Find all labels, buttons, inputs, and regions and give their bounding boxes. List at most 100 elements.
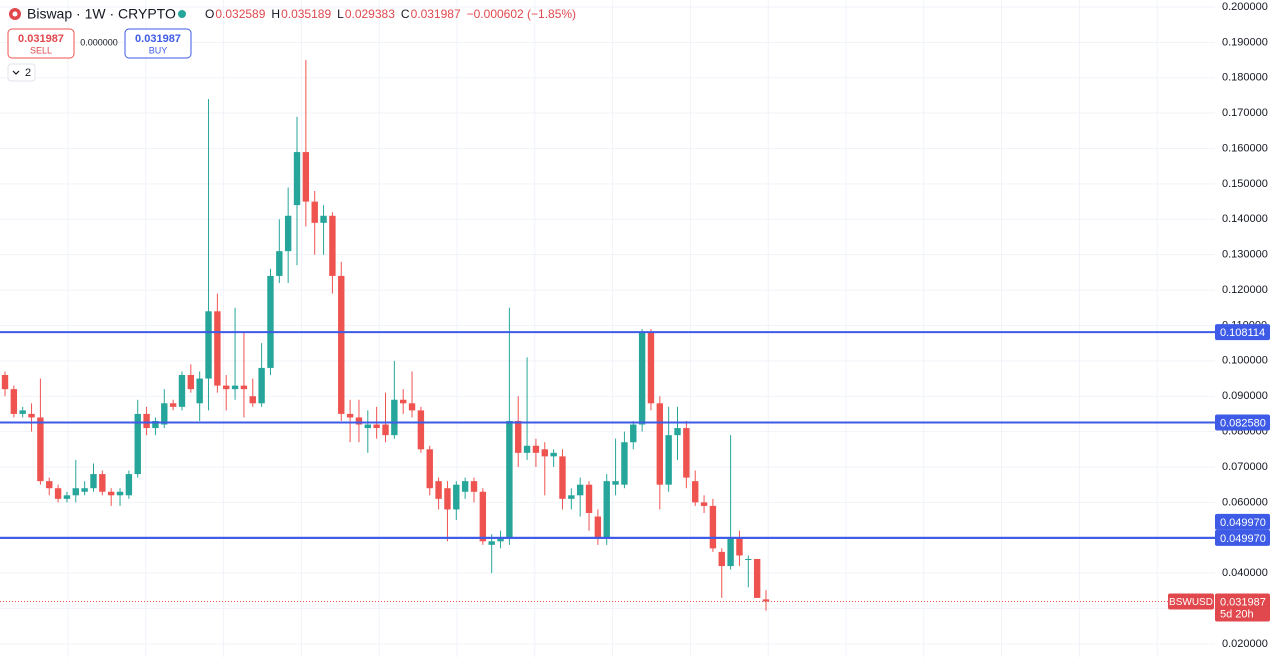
candle-body xyxy=(408,403,416,411)
candle-body xyxy=(665,435,672,485)
candle-body xyxy=(391,399,398,436)
candle-body xyxy=(444,488,451,510)
y-tick-label: 0.190000 xyxy=(1222,36,1268,48)
candle-body xyxy=(125,474,133,496)
candle-body xyxy=(152,420,159,429)
candle-body xyxy=(453,484,460,510)
candle-body xyxy=(603,481,610,538)
candle-body xyxy=(559,456,566,499)
ohlc-value: 0.031987 xyxy=(411,7,461,21)
candle-body xyxy=(46,481,53,489)
candle-body xyxy=(373,424,380,429)
ohlc-value: 0.035189 xyxy=(281,7,331,21)
y-tick-label: 0.150000 xyxy=(1222,178,1268,190)
candle-body xyxy=(700,502,708,506)
ohlc-key: O xyxy=(205,7,214,21)
candle-body xyxy=(718,551,725,567)
candle-body xyxy=(63,495,71,499)
candle-body xyxy=(683,428,690,478)
candle-body xyxy=(638,332,646,425)
indicators-toggle[interactable] xyxy=(7,63,36,82)
ohlc-key: C xyxy=(401,7,410,21)
candle-body xyxy=(647,332,655,404)
candle-body xyxy=(161,403,168,425)
candle-body xyxy=(143,413,150,429)
candle-body xyxy=(727,537,734,567)
y-tick-label: 0.070000 xyxy=(1222,461,1268,473)
market-status[interactable] xyxy=(178,10,186,18)
y-tick-label: 0.040000 xyxy=(1222,567,1268,579)
candle-body xyxy=(311,201,318,223)
y-tick-label: 0.200000 xyxy=(1222,1,1268,13)
last-price-label: 0.031987 xyxy=(1220,596,1266,608)
candle-body xyxy=(753,558,761,598)
candle-body xyxy=(19,410,26,414)
level-label-box xyxy=(1215,513,1270,530)
candle-body xyxy=(399,399,407,404)
candle-body xyxy=(435,481,442,499)
buy-price: 0.031987 xyxy=(135,33,181,45)
candle-body xyxy=(612,481,619,485)
candle-body xyxy=(276,251,283,276)
level-label: 0.049970 xyxy=(1220,517,1266,529)
candle-body xyxy=(479,491,487,542)
chevron xyxy=(12,70,20,75)
candle-body xyxy=(81,488,88,492)
level-label-box xyxy=(1215,414,1270,431)
y-tick-label: 0.060000 xyxy=(1222,496,1268,508)
level-label: 0.108114 xyxy=(1220,327,1265,339)
candle-body xyxy=(346,413,354,418)
y-tick-label: 0.170000 xyxy=(1222,107,1268,119)
candle-body xyxy=(523,445,531,453)
candle-body xyxy=(382,424,389,436)
ohlc-key: L xyxy=(337,7,344,21)
ohlc-value: 0.029383 xyxy=(345,7,395,21)
candle-body xyxy=(293,152,301,206)
candle-body xyxy=(205,311,212,379)
symbol-title[interactable]: Biswap · 1W · CRYPTO xyxy=(27,6,176,22)
candle-body xyxy=(37,417,44,482)
level-label-box xyxy=(1215,529,1270,546)
candle-body xyxy=(90,474,97,489)
level-label-box xyxy=(1215,324,1270,341)
level-label: 0.082580 xyxy=(1220,417,1266,429)
candle-body xyxy=(497,537,504,542)
sell-button[interactable] xyxy=(7,28,75,59)
candle-body xyxy=(249,396,256,404)
countdown: 5d 20h xyxy=(1220,608,1254,620)
candle-body xyxy=(568,495,575,499)
spread: 0.000000 xyxy=(80,37,118,47)
candle-body xyxy=(417,410,425,450)
candle-body xyxy=(576,484,584,496)
candle-body xyxy=(134,413,141,475)
sell-price: 0.031987 xyxy=(18,33,64,45)
ohlc-key: H xyxy=(271,7,280,21)
plot xyxy=(0,60,1215,611)
ohlc-value: 0.032589 xyxy=(215,7,265,21)
candle-body xyxy=(329,215,336,276)
indicators-count: 2 xyxy=(25,67,31,79)
y-tick-label: 0.130000 xyxy=(1222,249,1268,261)
buy-button[interactable] xyxy=(124,28,192,59)
candle-body xyxy=(240,385,248,390)
symbol-box xyxy=(1168,593,1214,610)
y-tick-label: 0.090000 xyxy=(1222,390,1268,402)
candle-body xyxy=(223,385,230,390)
candle-body xyxy=(692,481,699,503)
grid xyxy=(0,0,1215,657)
candle-body xyxy=(364,424,372,429)
candle-body xyxy=(231,385,239,390)
candle-body xyxy=(736,537,743,556)
candle-body xyxy=(621,442,628,485)
y-tick-label: 0.160000 xyxy=(1222,142,1268,154)
last-price-box xyxy=(1215,593,1270,622)
candle-body xyxy=(116,491,124,496)
candle-body xyxy=(302,152,310,202)
y-tick-label: 0.020000 xyxy=(1222,638,1268,650)
sell-label: SELL xyxy=(30,45,52,55)
candle-body xyxy=(196,378,203,404)
candle-body xyxy=(488,541,495,545)
candle-body xyxy=(338,275,345,414)
candle-body xyxy=(745,558,752,560)
